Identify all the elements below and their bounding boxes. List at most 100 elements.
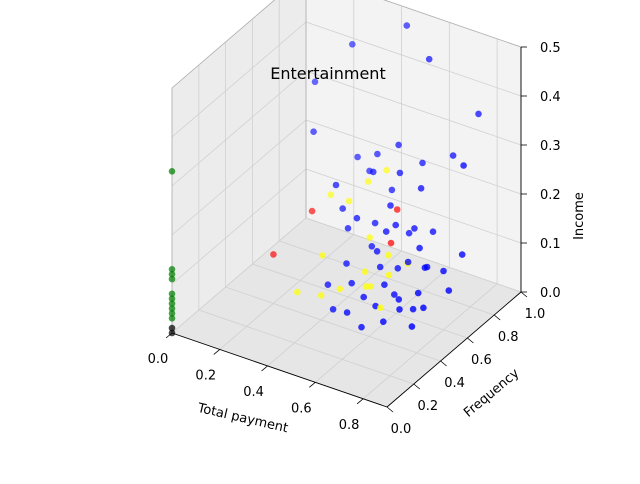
data-point xyxy=(168,329,176,337)
x-tick-mark xyxy=(309,382,316,388)
data-point xyxy=(332,181,340,189)
grid-line-z-back xyxy=(305,217,522,293)
data-point xyxy=(168,324,176,332)
data-point xyxy=(168,310,176,317)
grid-line-z-left xyxy=(171,119,307,236)
grid-line-z-left xyxy=(171,168,307,285)
y-tick-label: 0.4 xyxy=(444,376,465,391)
y-tick-label: 0.6 xyxy=(471,353,492,368)
data-point xyxy=(343,309,351,316)
data-point xyxy=(420,304,427,312)
data-point xyxy=(419,159,426,167)
pane-yz xyxy=(172,0,306,333)
x-tick-mark xyxy=(261,365,268,372)
y-tick-label: 1.0 xyxy=(525,307,546,322)
grid-line-z-back xyxy=(305,119,522,195)
data-point xyxy=(344,225,352,232)
z-tick-label: 0.0 xyxy=(540,286,561,301)
data-point xyxy=(387,202,394,209)
data-point xyxy=(429,228,437,235)
data-point xyxy=(388,186,396,194)
data-points xyxy=(168,22,482,337)
data-point xyxy=(394,265,402,272)
y-tick-mark xyxy=(413,383,421,390)
grid-line-x-floor xyxy=(219,234,355,350)
data-point xyxy=(368,243,376,250)
data-point xyxy=(383,166,391,174)
data-point xyxy=(168,266,176,273)
y-tick-mark xyxy=(520,291,528,298)
data-point xyxy=(396,169,404,177)
data-point xyxy=(311,78,319,86)
data-point xyxy=(414,289,422,297)
data-point xyxy=(336,285,344,293)
data-point xyxy=(319,252,326,259)
grid-line-y-floor xyxy=(252,263,468,339)
data-point xyxy=(387,239,395,247)
y-tick-label: 0.8 xyxy=(498,330,519,345)
data-point xyxy=(367,283,374,290)
data-point xyxy=(396,306,403,313)
data-point xyxy=(360,293,368,301)
data-point xyxy=(371,219,379,227)
data-point xyxy=(168,270,176,278)
data-point xyxy=(417,185,425,192)
data-point xyxy=(405,229,413,237)
data-point xyxy=(392,221,400,229)
x-tick-mark xyxy=(213,349,221,355)
x-tick-label: 0.6 xyxy=(291,401,312,416)
data-point xyxy=(366,234,374,241)
grid-line-z-back xyxy=(305,168,522,244)
data-point xyxy=(416,244,423,252)
grid-line-y-floor xyxy=(198,309,414,385)
data-point xyxy=(168,315,176,322)
z-tick-label: 0.1 xyxy=(540,237,561,252)
data-point xyxy=(425,55,433,63)
data-point xyxy=(395,141,402,149)
data-point xyxy=(349,41,356,48)
data-point xyxy=(445,287,453,294)
y-tick-mark xyxy=(493,314,501,321)
data-point xyxy=(345,197,353,205)
data-point xyxy=(168,295,176,303)
data-point xyxy=(317,292,325,299)
z-tick-label: 0.4 xyxy=(540,90,561,105)
data-point xyxy=(374,150,381,158)
data-point xyxy=(377,304,384,312)
data-point xyxy=(382,228,390,235)
x-axis-label: Total payment xyxy=(195,401,289,437)
pane-edge xyxy=(171,0,276,89)
data-point xyxy=(449,152,457,159)
grid-line-z-left xyxy=(171,217,307,334)
grid-line-z-left xyxy=(171,70,307,187)
data-point xyxy=(393,206,401,213)
data-point xyxy=(391,291,398,298)
data-point xyxy=(270,251,277,258)
data-point xyxy=(354,153,361,161)
data-point xyxy=(395,296,403,303)
data-point xyxy=(403,22,411,29)
x-tick-mark xyxy=(356,398,364,405)
data-point xyxy=(404,258,412,266)
data-point xyxy=(343,260,350,267)
data-point xyxy=(385,271,393,279)
data-point xyxy=(348,279,356,287)
grid-line-y-floor xyxy=(225,286,441,362)
data-point xyxy=(168,300,176,307)
grid-line-x-floor xyxy=(362,283,498,400)
x-tick-label: 0.8 xyxy=(339,418,360,433)
data-point xyxy=(308,207,316,215)
data-point xyxy=(324,281,332,289)
data-point xyxy=(310,128,317,135)
z-tick-label: 0.3 xyxy=(540,139,561,154)
x-axis-line xyxy=(171,332,388,408)
x-tick-label: 0.0 xyxy=(148,352,169,367)
data-point xyxy=(460,162,467,169)
data-point xyxy=(294,288,301,296)
data-point xyxy=(411,225,418,232)
data-point xyxy=(373,248,381,255)
data-point xyxy=(458,251,466,258)
data-point xyxy=(361,268,369,276)
